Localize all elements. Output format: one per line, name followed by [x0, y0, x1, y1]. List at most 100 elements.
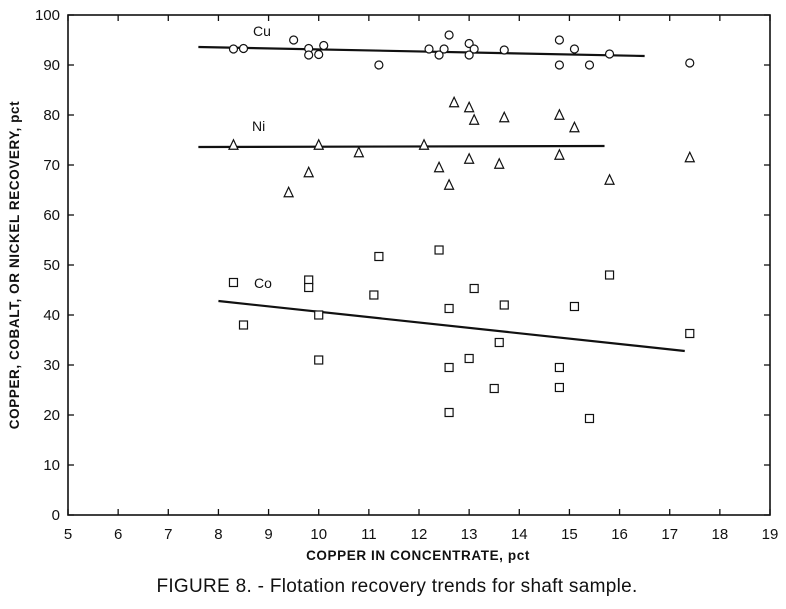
data-point-co — [444, 362, 454, 373]
trend-lines — [198, 45, 685, 353]
data-point-cu — [464, 50, 474, 60]
series-label-co: Co — [254, 275, 272, 291]
y-tick-label: 60 — [43, 207, 60, 224]
data-point-cu — [604, 49, 615, 59]
data-point-cu — [424, 44, 434, 54]
data-point-cu — [569, 44, 580, 54]
trend-line-ni — [198, 144, 605, 149]
data-point-co — [238, 320, 249, 330]
data-point-co — [584, 413, 595, 424]
data-point-co — [604, 270, 615, 280]
x-tick-label: 6 — [114, 526, 122, 543]
data-point-cu — [238, 43, 249, 54]
data-point-ni — [433, 160, 445, 173]
data-point-co — [228, 277, 239, 288]
data-point-cu — [304, 50, 314, 60]
data-point-ni — [228, 138, 239, 150]
data-point-co — [444, 303, 454, 314]
y-axis-label: COPPER, COBALT, OR NICKEL RECOVERY, pct — [7, 101, 22, 429]
x-tick-label: 17 — [661, 526, 678, 543]
data-point-co — [304, 275, 314, 285]
data-point-co — [314, 355, 324, 365]
data-point-ni — [553, 148, 565, 160]
plot-frame — [67, 14, 771, 516]
data-point-cu — [289, 35, 299, 45]
data-point-ni — [448, 95, 460, 108]
data-point-cu — [374, 60, 384, 70]
y-tick-label: 80 — [43, 107, 60, 124]
data-point-ni — [313, 138, 325, 150]
data-point-cu — [434, 50, 444, 60]
x-tick-label: 7 — [164, 526, 172, 543]
data-point-ni — [463, 100, 475, 113]
x-tick-label: 13 — [461, 526, 478, 543]
trend-line-cu — [198, 45, 645, 58]
series-labels: Cu Ni Co — [252, 23, 272, 291]
data-point-cu — [319, 40, 329, 51]
y-tick-label: 0 — [52, 507, 60, 524]
data-point-co — [304, 282, 314, 293]
data-point-co — [554, 382, 565, 393]
y-tick-label: 100 — [35, 7, 60, 24]
x-tick-label: 16 — [611, 526, 628, 543]
data-point-ni — [283, 185, 295, 198]
data-point-cu — [228, 44, 239, 54]
figure-caption: FIGURE 8. - Flotation recovery trends fo… — [156, 576, 637, 597]
data-point-ni — [468, 113, 480, 125]
y-tick-label: 20 — [43, 407, 60, 424]
data-point-ni — [684, 150, 696, 163]
x-tick-label: 11 — [361, 526, 377, 543]
x-tick-label: 19 — [762, 526, 779, 543]
y-tick-label: 10 — [43, 457, 60, 474]
series-label-cu: Cu — [253, 23, 271, 39]
x-tick-label: 14 — [511, 526, 528, 543]
data-point-cu — [314, 49, 324, 60]
data-point-cu — [444, 30, 454, 40]
data-point-co — [554, 362, 565, 373]
y-tick-label: 50 — [43, 257, 60, 274]
data-point-co — [434, 245, 444, 255]
data-point-ni — [303, 165, 315, 178]
x-axis-label: COPPER IN CONCENTRATE, pct — [306, 548, 530, 563]
data-point-ni — [463, 152, 475, 164]
data-point-ni — [353, 145, 365, 158]
y-tick-label: 70 — [43, 157, 60, 174]
data-points — [228, 30, 696, 424]
x-tick-label: 15 — [561, 526, 578, 543]
data-point-cu — [439, 44, 449, 54]
data-point-co — [469, 283, 479, 294]
x-tick-label: 12 — [411, 526, 428, 543]
x-tick-label: 18 — [712, 526, 729, 543]
data-point-cu — [464, 38, 474, 49]
data-point-co — [569, 301, 580, 312]
y-tick-label: 40 — [43, 307, 60, 324]
y-tick-label: 90 — [43, 57, 60, 74]
data-point-co — [374, 251, 384, 262]
series-label-ni: Ni — [252, 118, 265, 134]
y-tick-label: 30 — [43, 357, 60, 374]
data-point-cu — [554, 35, 565, 45]
data-point-ni — [443, 178, 455, 190]
trend-line-co — [218, 299, 685, 353]
x-tick-label: 5 — [64, 526, 72, 543]
data-point-co — [494, 337, 504, 348]
data-point-ni — [568, 120, 580, 133]
x-tick-label: 10 — [310, 526, 327, 543]
data-point-co — [489, 383, 499, 394]
data-point-co — [464, 353, 474, 364]
data-point-co — [444, 407, 454, 418]
data-point-cu — [685, 58, 695, 68]
data-point-ni — [498, 110, 510, 123]
x-tick-label: 9 — [264, 526, 272, 543]
data-point-co — [685, 328, 695, 339]
axes: 5 6 7 8 9 10 11 12 13 14 15 16 17 18 19 0 10 20 30 40 50 60 70… — [35, 7, 778, 543]
data-point-ni — [493, 157, 505, 169]
data-point-co — [314, 310, 324, 320]
data-point-cu — [584, 60, 595, 70]
data-point-co — [499, 300, 509, 310]
data-point-cu — [554, 60, 565, 70]
x-tick-label: 8 — [214, 526, 222, 543]
data-point-ni — [553, 108, 565, 120]
